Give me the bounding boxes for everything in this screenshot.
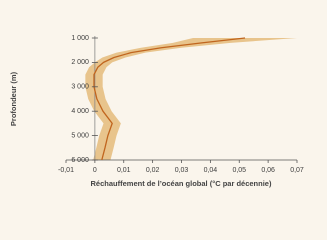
x-tick-label: 0,07	[290, 167, 304, 174]
x-axis-title: Réchauffement de l’océan global (°C par …	[91, 179, 272, 188]
y-tick-label: 1 000	[71, 35, 89, 42]
x-tick-label: 0,05	[232, 167, 246, 174]
x-tick-label: 0,02	[146, 167, 160, 174]
line	[93, 37, 246, 161]
x-tick-label: -0,01	[58, 167, 74, 174]
y-tick-label: 5 000	[71, 132, 89, 139]
x-tick-label: 0	[93, 167, 97, 174]
x-tick-label: 0,01	[117, 167, 131, 174]
y-axis-title: Profondeur (m)	[9, 71, 18, 126]
chart: Réchauffement de l’océan global (°C par …	[9, 35, 304, 188]
y-tick-label: 3 000	[71, 84, 89, 91]
y-tick-label: 4 000	[71, 108, 89, 115]
page: {"chart_data": {"type": "line", "x_label…	[8, 34, 304, 188]
x-tick-label: 0,04	[204, 167, 218, 174]
y-tick-label: 2 000	[71, 59, 89, 66]
uncertainty-band	[85, 38, 297, 160]
x-tick-label: 0,06	[261, 167, 275, 174]
y-tick-label: 6 000	[71, 157, 89, 164]
x-tick-label: 0,03	[175, 167, 189, 174]
